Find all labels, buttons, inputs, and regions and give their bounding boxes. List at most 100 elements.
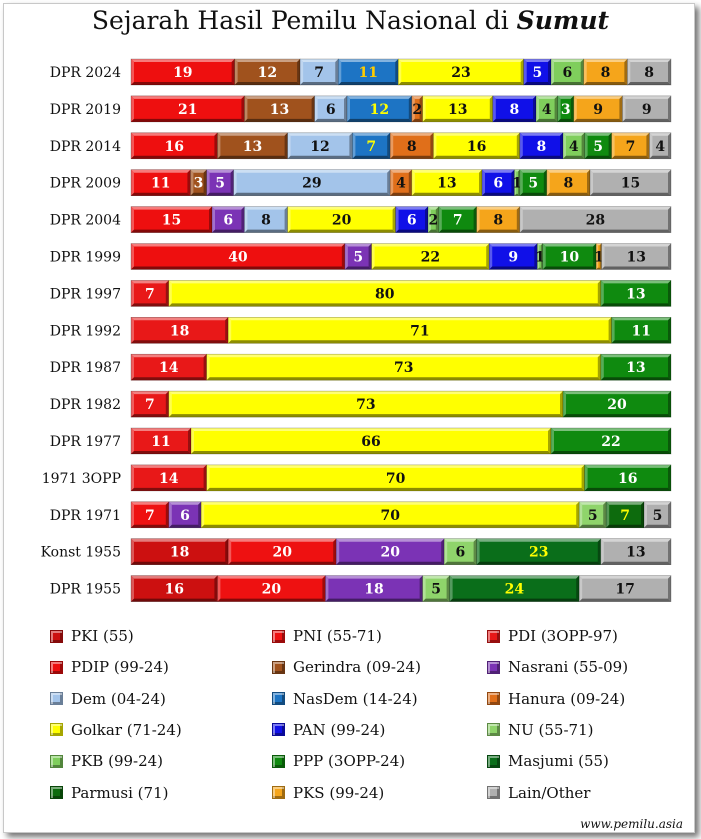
bevel-top bbox=[244, 206, 288, 210]
bevel-left bbox=[563, 132, 566, 159]
segment-value-label: 20 bbox=[607, 397, 627, 413]
segment-value-label: 24 bbox=[505, 582, 525, 598]
segment-fill bbox=[557, 95, 574, 122]
bevel-top bbox=[551, 59, 584, 62]
segment-value-label: 8 bbox=[564, 176, 574, 192]
bar-segment: 8 bbox=[492, 95, 537, 123]
bevel-left bbox=[546, 169, 550, 196]
bevel-bottom bbox=[519, 192, 547, 196]
segment-outline bbox=[578, 575, 672, 602]
segment-fill bbox=[519, 206, 671, 233]
bevel-left bbox=[228, 538, 232, 565]
segment-value-label: 13 bbox=[626, 286, 645, 302]
bar-segment: 18 bbox=[325, 575, 423, 602]
segment-outline bbox=[411, 95, 423, 123]
segment-value-label: 8 bbox=[510, 102, 520, 118]
segment-fill bbox=[492, 95, 536, 122]
bevel-bottom bbox=[314, 118, 347, 122]
bar-segment: 14 bbox=[130, 353, 207, 381]
segment-fill bbox=[600, 280, 671, 307]
segment-fill bbox=[584, 132, 612, 159]
bevel-right bbox=[668, 391, 671, 418]
segment-fill bbox=[131, 59, 235, 85]
bar-row: DPR 1999 40 5 22 9 1 10 1 13 bbox=[50, 243, 672, 270]
bevel-left bbox=[244, 95, 248, 122]
bevel-bottom bbox=[131, 303, 169, 307]
segment-fill bbox=[206, 354, 601, 381]
bevel-right bbox=[560, 391, 563, 418]
bar-segment: 5 bbox=[578, 501, 607, 529]
bar-row: DPR 1992 18 71 11 bbox=[50, 316, 672, 344]
segment-fill bbox=[542, 243, 597, 270]
bevel-top bbox=[476, 538, 601, 542]
bar-segment: 7 bbox=[130, 280, 170, 307]
bar-segment: 9 bbox=[622, 95, 672, 123]
bevel-right bbox=[576, 501, 580, 528]
segment-fill bbox=[600, 538, 671, 565]
bevel-right bbox=[668, 59, 671, 85]
bar-segment: 6 bbox=[395, 206, 429, 233]
segment-fill bbox=[131, 354, 207, 381]
bevel-bottom bbox=[131, 155, 218, 159]
bevel-right bbox=[297, 59, 301, 85]
bevel-left bbox=[300, 59, 304, 85]
bevel-bottom bbox=[131, 266, 345, 270]
bevel-left bbox=[519, 169, 523, 196]
bar-segment: 70 bbox=[206, 464, 585, 492]
bevel-right bbox=[603, 501, 607, 528]
segment-fill bbox=[131, 501, 169, 528]
bevel-right bbox=[548, 428, 551, 454]
segment-fill bbox=[338, 59, 399, 85]
bevel-left bbox=[611, 132, 615, 159]
bevel-right bbox=[473, 206, 477, 233]
bevel-top bbox=[217, 575, 326, 579]
bevel-right bbox=[368, 243, 372, 270]
segment-value-label: 16 bbox=[164, 582, 183, 598]
segment-fill bbox=[168, 391, 564, 418]
bevel-left bbox=[601, 243, 605, 270]
segment-outline bbox=[352, 132, 391, 160]
bevel-bottom bbox=[584, 487, 671, 491]
title-region: Sumut bbox=[516, 6, 610, 35]
bevel-bottom bbox=[131, 82, 235, 85]
bar-segment: 11 bbox=[130, 169, 191, 196]
bar-segment: 18 bbox=[130, 316, 229, 344]
chart-title: Sejarah Hasil Pemilu Nasional di Sumut bbox=[0, 6, 701, 35]
bevel-bottom bbox=[131, 451, 191, 454]
bevel-bottom bbox=[579, 524, 607, 528]
bevel-bottom bbox=[444, 561, 477, 565]
segment-outline bbox=[611, 316, 672, 344]
segment-fill bbox=[131, 280, 169, 307]
segment-value-label: 13 bbox=[243, 139, 262, 155]
bevel-top bbox=[300, 59, 339, 62]
bevel-right bbox=[619, 95, 623, 122]
segment-value-label: 22 bbox=[601, 434, 620, 450]
segment-fill bbox=[422, 95, 493, 122]
bevel-bottom bbox=[514, 193, 520, 196]
bevel-left bbox=[438, 206, 442, 233]
bevel-top bbox=[584, 464, 671, 468]
bar-segment: 16 bbox=[584, 464, 672, 492]
bevel-bottom bbox=[523, 82, 551, 85]
bevel-right bbox=[241, 95, 245, 122]
segment-outline bbox=[562, 390, 672, 418]
segment-value-label: 4 bbox=[396, 176, 406, 192]
bevel-right bbox=[597, 280, 601, 307]
bevel-right bbox=[284, 132, 288, 159]
bevel-top bbox=[131, 354, 207, 358]
segment-value-label: 6 bbox=[223, 213, 233, 229]
bar-segment: 8 bbox=[546, 169, 591, 196]
bar-segment: 11 bbox=[130, 427, 192, 455]
bevel-top bbox=[514, 169, 520, 172]
bar-segment: 13 bbox=[600, 280, 672, 307]
bevel-left bbox=[622, 95, 626, 122]
bevel-bottom bbox=[482, 192, 515, 196]
segment-value-label: 71 bbox=[410, 323, 429, 339]
bevel-right bbox=[203, 354, 207, 381]
bevel-top bbox=[422, 95, 493, 99]
segment-value-label: 20 bbox=[380, 545, 400, 561]
bar-row: DPR 2014 16 13 12 7 8 16 8 4 5 7 4 bbox=[50, 132, 672, 160]
bevel-top bbox=[519, 132, 563, 136]
bevel-top bbox=[352, 132, 391, 136]
segment-value-label: 23 bbox=[529, 545, 548, 561]
